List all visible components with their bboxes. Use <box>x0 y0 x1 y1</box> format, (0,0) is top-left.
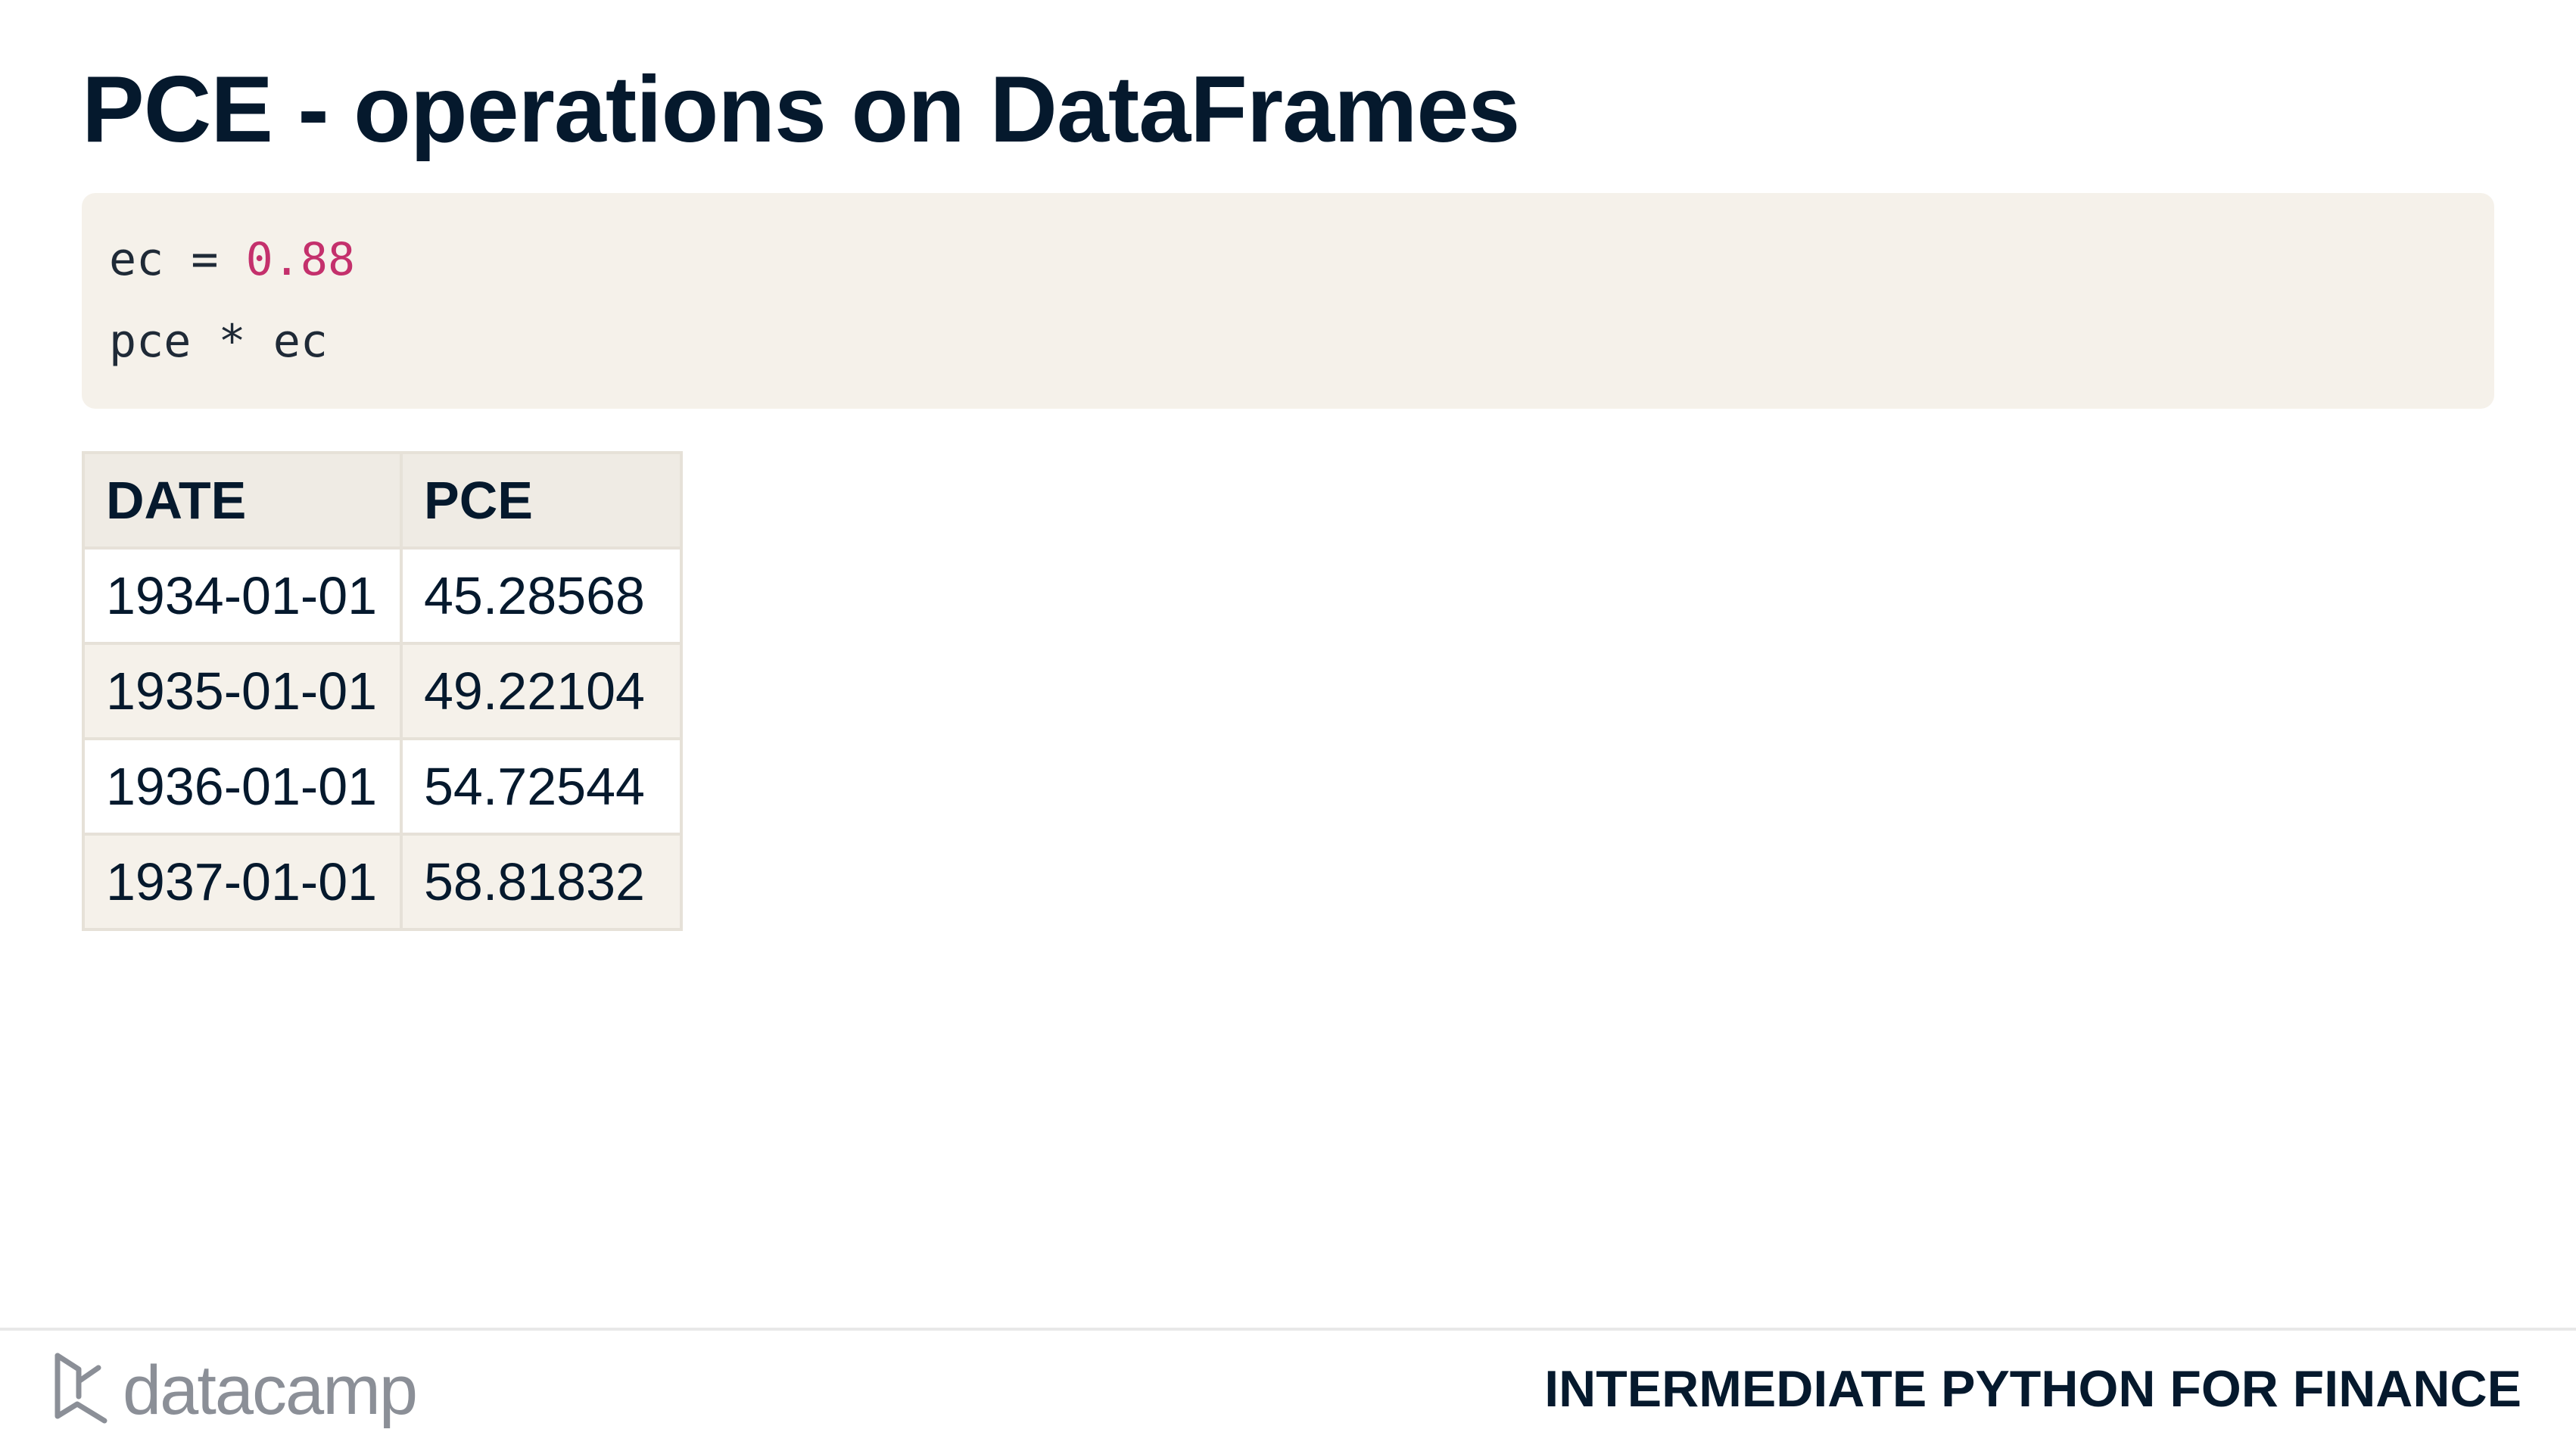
logo-wordmark: datacamp <box>123 1351 418 1429</box>
footer-divider <box>0 1328 2576 1331</box>
code-line-1: ec = 0.88 <box>109 219 2494 300</box>
pce-cell: 49.22104 <box>400 642 683 740</box>
pce-cell: 54.72544 <box>400 737 683 836</box>
table-row: 1937-01-01 58.81832 <box>82 833 683 931</box>
pce-cell: 45.28568 <box>400 546 683 645</box>
column-header-date: DATE <box>82 451 403 550</box>
code-variable: ec <box>109 233 164 286</box>
course-title: INTERMEDIATE PYTHON FOR FINANCE <box>1544 1360 2521 1418</box>
date-cell: 1936-01-01 <box>82 737 403 836</box>
date-cell: 1934-01-01 <box>82 546 403 645</box>
code-number-literal: 0.88 <box>245 233 356 286</box>
date-cell: 1937-01-01 <box>82 833 403 931</box>
slide-title: PCE - operations on DataFrames <box>82 58 1520 162</box>
table-row: 1935-01-01 49.22104 <box>82 642 683 740</box>
code-line-2: pce * ec <box>109 315 328 368</box>
date-cell: 1935-01-01 <box>82 642 403 740</box>
code-operator: = <box>164 233 246 286</box>
table-header-row: DATE PCE <box>82 451 683 550</box>
pce-cell: 58.81832 <box>400 833 683 931</box>
code-block: ec = 0.88 pce * ec <box>82 193 2494 409</box>
column-header-pce: PCE <box>400 451 683 550</box>
table-row: 1934-01-01 45.28568 <box>82 546 683 645</box>
table-row: 1936-01-01 54.72544 <box>82 737 683 836</box>
datacamp-logo: datacamp <box>51 1349 418 1432</box>
dataframe-output-table: DATE PCE 1934-01-01 45.28568 1935-01-01 … <box>82 451 683 931</box>
datacamp-logo-icon <box>51 1351 123 1431</box>
